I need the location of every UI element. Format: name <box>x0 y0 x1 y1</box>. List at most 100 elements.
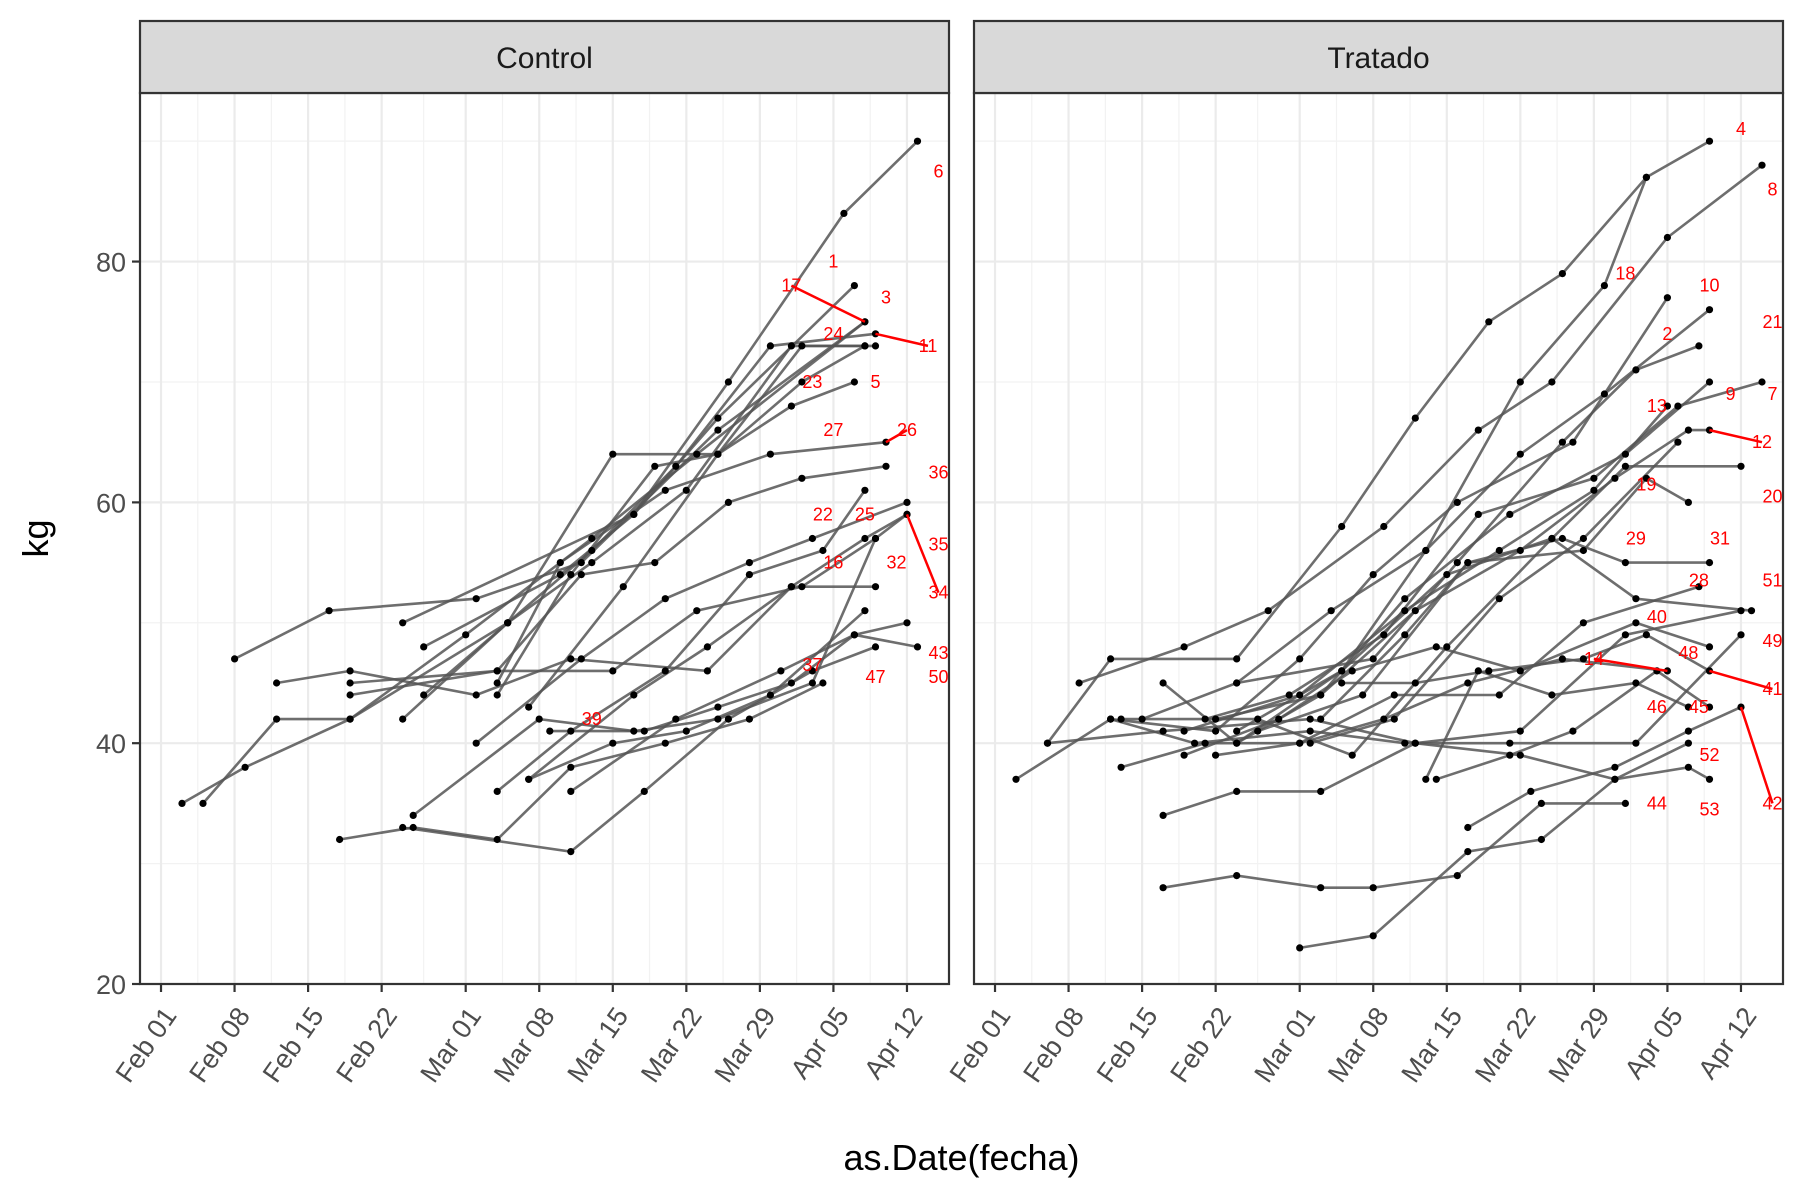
data-point-45 <box>1569 727 1577 735</box>
data-point-22 <box>819 546 827 555</box>
data-point-13 <box>1401 607 1409 615</box>
data-point-48 <box>1180 751 1188 759</box>
data-point-40 <box>1516 727 1524 735</box>
data-point-36 <box>346 679 354 687</box>
data-point-11 <box>672 462 680 470</box>
id-label-19: 19 <box>1636 474 1656 494</box>
data-point-19 <box>1254 727 1262 735</box>
data-point-24 <box>588 559 596 567</box>
id-label-50: 50 <box>928 667 948 687</box>
data-point-42 <box>1611 763 1619 771</box>
data-point-36 <box>724 498 733 506</box>
data-point-26 <box>766 450 775 458</box>
data-point-28 <box>1495 691 1503 699</box>
data-point-46 <box>1684 703 1692 711</box>
data-point-26 <box>493 679 501 687</box>
data-point-17 <box>462 631 470 639</box>
data-point-3 <box>472 595 480 603</box>
data-point-36 <box>651 559 659 567</box>
data-point-12 <box>1684 426 1692 434</box>
data-point-9 <box>1621 450 1629 458</box>
data-point-37 <box>661 739 669 747</box>
id-label-26: 26 <box>897 420 917 440</box>
data-point-9 <box>1401 595 1409 603</box>
data-point-18 <box>1485 318 1493 326</box>
data-point-51 <box>1443 643 1451 651</box>
y-axis-title: kg <box>15 519 56 557</box>
data-point-46 <box>1548 691 1556 699</box>
data-point-41 <box>1338 679 1346 687</box>
data-point-53 <box>1537 835 1545 844</box>
data-point-34 <box>861 534 869 543</box>
data-point-24 <box>871 342 880 350</box>
label-leader-17 <box>790 284 866 323</box>
data-point-14 <box>1380 715 1388 723</box>
data-point-28 <box>1390 691 1398 699</box>
data-point-23 <box>525 703 533 711</box>
data-point-37 <box>745 715 754 723</box>
series-line-20 <box>1236 464 1741 733</box>
id-label-29: 29 <box>1626 529 1646 549</box>
data-point-39 <box>525 775 533 783</box>
data-point-28 <box>1695 583 1703 591</box>
data-point-19 <box>1642 474 1650 482</box>
data-point-25 <box>808 534 817 543</box>
id-label-18: 18 <box>1615 264 1635 284</box>
data-point-11 <box>346 715 354 723</box>
data-point-4 <box>1600 282 1608 290</box>
data-point-11 <box>766 342 775 350</box>
data-point-1 <box>630 510 638 518</box>
id-label-45: 45 <box>1689 697 1709 717</box>
data-point-17 <box>588 534 596 543</box>
data-point-52 <box>1411 739 1419 747</box>
data-point-50 <box>787 679 796 687</box>
id-label-37: 37 <box>802 655 822 675</box>
data-point-48 <box>1348 667 1356 675</box>
data-point-20 <box>1737 462 1745 470</box>
data-point-35 <box>493 667 501 675</box>
data-point-22 <box>567 727 575 735</box>
data-point-31 <box>1317 715 1325 723</box>
label-leader-26 <box>885 429 908 444</box>
series-line-50 <box>549 633 918 733</box>
data-point-12 <box>1411 607 1419 615</box>
data-point-21 <box>1453 559 1461 567</box>
id-label-48: 48 <box>1678 643 1698 663</box>
data-point-32 <box>787 583 796 591</box>
data-point-1 <box>420 643 428 651</box>
data-point-51 <box>1548 534 1556 543</box>
data-point-13 <box>1663 402 1671 410</box>
data-point-47 <box>567 848 575 856</box>
data-point-20 <box>1621 462 1629 470</box>
data-point-3 <box>325 607 333 615</box>
data-point-25 <box>472 739 480 747</box>
data-point-51 <box>1632 595 1640 603</box>
data-point-45 <box>1705 703 1714 711</box>
id-label-46: 46 <box>1647 697 1667 717</box>
data-point-7 <box>1380 631 1388 639</box>
data-point-3 <box>231 655 239 663</box>
data-point-35 <box>346 691 354 699</box>
data-point-17 <box>693 450 701 458</box>
data-point-18 <box>1411 414 1419 422</box>
data-point-44 <box>1233 872 1241 880</box>
data-point-48 <box>1705 643 1714 651</box>
strip-background <box>972 19 1785 95</box>
series-line-18 <box>1046 176 1648 744</box>
id-label-10: 10 <box>1699 276 1719 296</box>
data-point-16 <box>535 715 543 723</box>
label-leader-41 <box>1709 669 1773 691</box>
id-label-24: 24 <box>823 324 843 344</box>
data-point-44 <box>1317 884 1325 892</box>
data-point-2 <box>1369 571 1377 579</box>
data-point-19 <box>1684 498 1692 506</box>
data-point-53 <box>1369 932 1377 940</box>
data-point-9 <box>1705 378 1714 386</box>
data-point-48 <box>1632 619 1640 627</box>
id-label-27: 27 <box>823 420 843 440</box>
id-label-40: 40 <box>1647 607 1667 627</box>
data-point-41 <box>1642 631 1650 639</box>
id-label-16: 16 <box>823 553 843 573</box>
data-point-17 <box>241 763 249 771</box>
